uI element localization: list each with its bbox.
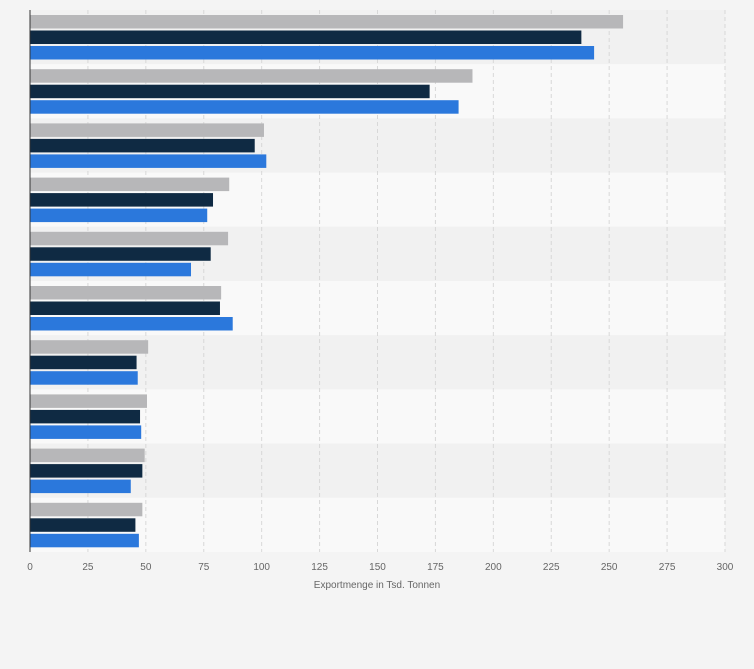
bar xyxy=(30,355,137,370)
bar xyxy=(30,340,149,354)
x-tick-label: 150 xyxy=(369,562,386,573)
bar xyxy=(30,84,430,99)
bar xyxy=(30,231,229,246)
x-tick-label: 250 xyxy=(601,562,618,573)
bar xyxy=(30,409,141,424)
bar xyxy=(30,394,147,408)
bar xyxy=(30,15,624,29)
bar xyxy=(30,518,136,532)
x-tick-label: 225 xyxy=(543,562,560,573)
x-tick-label: 175 xyxy=(427,562,444,573)
bar xyxy=(30,46,595,60)
bar xyxy=(30,425,142,439)
x-tick-label: 200 xyxy=(485,562,502,573)
bar xyxy=(30,448,145,463)
x-tick-label: 75 xyxy=(198,562,210,573)
bar xyxy=(30,247,211,261)
bar xyxy=(30,100,459,114)
x-tick-label: 0 xyxy=(27,562,33,573)
x-tick-label: 300 xyxy=(717,562,734,573)
bar xyxy=(30,154,267,168)
bar xyxy=(30,138,255,153)
bar xyxy=(30,371,138,385)
bars xyxy=(30,15,624,548)
bar xyxy=(30,301,220,315)
x-tick-label: 100 xyxy=(253,562,270,573)
bar xyxy=(30,177,230,192)
bar xyxy=(30,69,473,83)
bar xyxy=(30,30,582,44)
x-axis-title: Exportmenge in Tsd. Tonnen xyxy=(314,580,440,591)
x-tick-label: 25 xyxy=(82,562,94,573)
x-tick-labels: 0 25 50 75 100 125 150 175 200 225 250 275 300 xyxy=(27,562,734,573)
bar xyxy=(30,479,131,494)
x-tick-label: 125 xyxy=(311,562,328,573)
bar xyxy=(30,286,222,300)
bar xyxy=(30,262,192,277)
x-tick-label: 50 xyxy=(140,562,152,573)
bar xyxy=(30,123,264,137)
bar xyxy=(30,533,139,548)
bar xyxy=(30,193,214,207)
bar xyxy=(30,317,233,331)
bar xyxy=(30,208,208,223)
bar xyxy=(30,464,143,478)
x-tick-label: 275 xyxy=(659,562,676,573)
bar xyxy=(30,502,143,517)
